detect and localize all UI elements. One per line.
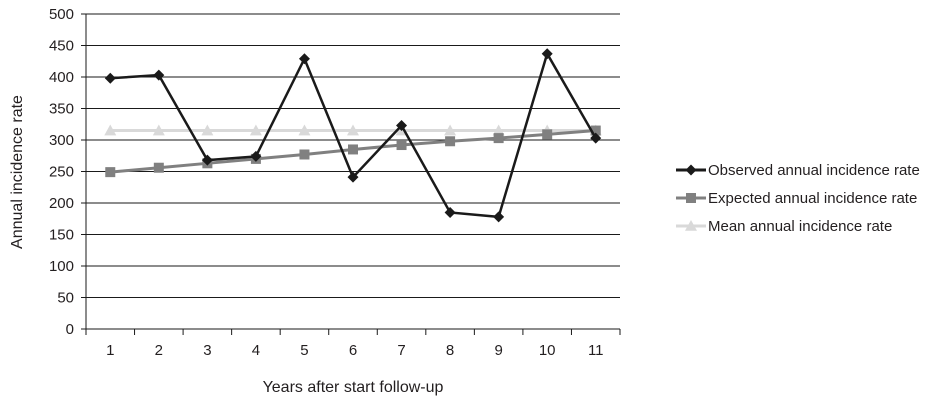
y-axis-label: Annual incidence rate (9, 95, 26, 249)
legend-label: Mean annual incidence rate (708, 218, 892, 235)
data-point (542, 129, 552, 139)
y-tick-label: 300 (49, 132, 74, 149)
y-tick-label: 50 (57, 290, 74, 307)
x-tick-label: 8 (446, 342, 454, 359)
y-tick-label: 350 (49, 101, 74, 118)
x-tick-label: 7 (397, 342, 405, 359)
y-tick-label: 150 (49, 227, 74, 244)
y-tick-label: 250 (49, 164, 74, 181)
data-point (542, 48, 553, 59)
y-tick-label: 100 (49, 258, 74, 275)
x-axis-label: Years after start follow-up (263, 379, 444, 396)
legend-label: Observed annual incidence rate (708, 162, 920, 179)
data-point (154, 163, 164, 173)
x-tick-label: 11 (588, 342, 604, 359)
data-point (153, 70, 164, 81)
legend: Observed annual incidence rate Expected a… (676, 162, 920, 235)
axes: 0 50 100 150 200 250 300 350 400 450 500 1 2 3 4 5 6 7 8 9 1… (49, 6, 620, 359)
data-point (445, 136, 455, 146)
legend-label: Expected annual incidence rate (708, 190, 917, 207)
y-tick-label: 0 (66, 321, 74, 338)
y-tick-label: 500 (49, 6, 74, 23)
data-point (348, 144, 358, 154)
x-tick-label: 6 (349, 342, 357, 359)
data-point (299, 149, 309, 159)
data-point (105, 73, 116, 84)
data-point (397, 140, 407, 150)
y-tick-label: 200 (49, 195, 74, 212)
y-tick-label: 450 (49, 38, 74, 55)
x-tick-label: 2 (155, 342, 163, 359)
legend-swatch-marker (686, 193, 696, 203)
x-tick-label: 3 (203, 342, 211, 359)
legend-item: Expected annual incidence rate (676, 190, 917, 207)
x-tick-label: 4 (252, 342, 260, 359)
x-tick-label: 5 (300, 342, 308, 359)
y-tick-label: 400 (49, 69, 74, 86)
legend-item: Observed annual incidence rate (676, 162, 920, 179)
x-tick-label: 10 (539, 342, 556, 359)
x-tick-label: 9 (494, 342, 502, 359)
data-point (299, 53, 310, 64)
data-point (105, 167, 115, 177)
series (104, 48, 601, 222)
data-point (493, 211, 504, 222)
legend-item: Mean annual incidence rate (676, 218, 892, 235)
legend-swatch-marker (686, 165, 697, 176)
series-triangle (104, 125, 601, 136)
gridlines (86, 14, 620, 298)
x-tick-label: 1 (106, 342, 114, 359)
data-point (445, 207, 456, 218)
data-point (494, 133, 504, 143)
